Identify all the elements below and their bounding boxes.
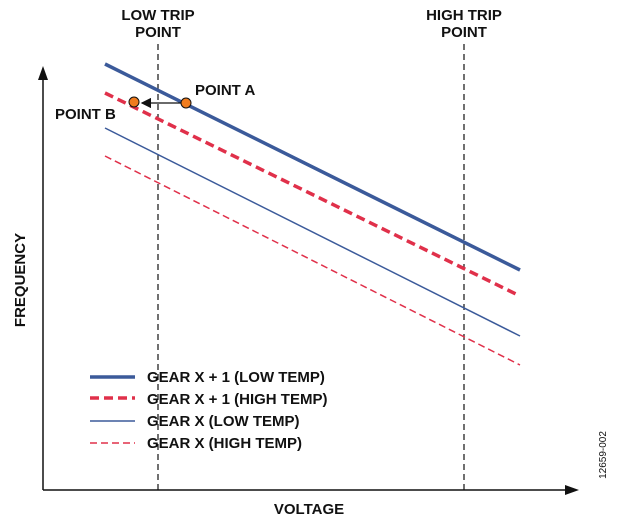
y-arrow xyxy=(38,66,48,80)
figure-id: 12659-002 xyxy=(598,431,609,479)
high-trip-label: HIGH TRIP xyxy=(426,7,502,24)
gear-x-high xyxy=(104,155,521,366)
point-b-label: POINT B xyxy=(55,106,116,123)
low-trip-label: POINT xyxy=(135,24,181,41)
low-trip-label: LOW TRIP xyxy=(121,7,194,24)
x-axis-label: VOLTAGE xyxy=(274,501,344,518)
gear-x1-low xyxy=(104,62,521,272)
legend-label: GEAR X (HIGH TEMP) xyxy=(147,435,302,452)
legend-label: GEAR X + 1 (LOW TEMP) xyxy=(147,369,325,386)
gear-x-low xyxy=(104,127,521,337)
y-axis-label: FREQUENCY xyxy=(12,233,29,327)
high-trip-label: POINT xyxy=(441,24,487,41)
point-a xyxy=(180,97,192,109)
legend-label: GEAR X (LOW TEMP) xyxy=(147,413,300,430)
x-arrow xyxy=(565,485,579,495)
gear-x1-high xyxy=(104,91,521,298)
point-b xyxy=(128,96,140,108)
legend-label: GEAR X + 1 (HIGH TEMP) xyxy=(147,391,327,408)
point-a-label: POINT A xyxy=(195,82,255,99)
